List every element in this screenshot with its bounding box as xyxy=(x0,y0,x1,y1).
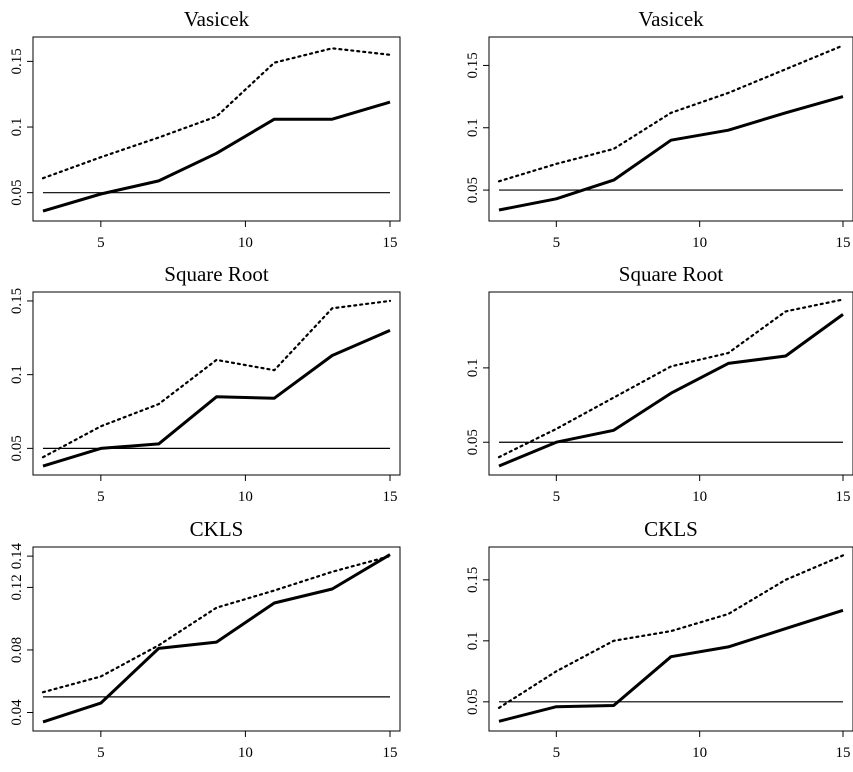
panel-1: Vasicek 5 10 15 0.05 0.1 0.15 xyxy=(9,7,401,251)
panel-4: Square Root 5 10 15 0.05 0.1 xyxy=(465,262,853,505)
series-dotted-line xyxy=(497,298,845,459)
series-dotted-line xyxy=(497,554,845,710)
y-tick-label: 0.15 xyxy=(9,288,25,314)
plot-frame xyxy=(32,36,401,222)
x-tick-label: 5 xyxy=(97,745,105,761)
y-tick-label: 0.05 xyxy=(9,180,25,206)
plot-frame xyxy=(488,546,853,732)
x-tick-label: 15 xyxy=(836,745,851,761)
panel-title: Vasicek xyxy=(184,7,250,31)
y-tick-label: 0.05 xyxy=(9,435,25,461)
series-dotted-line xyxy=(41,554,392,694)
y-tick-label: 0.15 xyxy=(9,48,25,74)
x-tick-label: 5 xyxy=(553,235,561,251)
panel-title: Square Root xyxy=(619,262,724,286)
x-tick-label: 10 xyxy=(692,235,707,251)
y-tick-label: 0.15 xyxy=(465,52,481,78)
y-tick-label: 0.05 xyxy=(465,177,481,203)
panel-title: CKLS xyxy=(190,517,244,541)
x-tick-label: 15 xyxy=(383,745,398,761)
y-tick-label: 0.05 xyxy=(465,429,481,455)
series-solid-line xyxy=(42,329,391,468)
series-solid-line xyxy=(498,608,844,723)
plot-frame xyxy=(32,546,401,732)
y-tick-label: 0.1 xyxy=(465,359,481,378)
x-tick-label: 15 xyxy=(383,489,398,505)
x-tick-label: 10 xyxy=(692,745,707,761)
series-solid-line xyxy=(42,553,391,724)
y-tick-label: 0.1 xyxy=(465,631,481,650)
series-solid-line xyxy=(42,100,391,213)
x-tick-label: 10 xyxy=(238,489,253,505)
panel-title: Square Root xyxy=(164,262,269,286)
plot-frame xyxy=(488,291,853,476)
series-dotted-line xyxy=(41,47,392,180)
y-tick-label: 0.14 xyxy=(9,543,25,570)
series-solid-line xyxy=(498,95,844,212)
panel-2: Vasicek 5 10 15 0.05 0.1 0.15 xyxy=(465,7,853,251)
plot-frame xyxy=(488,36,853,222)
x-tick-label: 15 xyxy=(836,489,851,505)
panel-5: CKLS 5 10 15 0.04 0.08 0.12 0.14 xyxy=(9,517,401,761)
series-solid-line xyxy=(498,313,844,468)
y-tick-label: 0.08 xyxy=(9,637,25,663)
panel-title: Vasicek xyxy=(638,7,704,31)
series-dotted-line xyxy=(41,299,392,459)
series-dotted-line xyxy=(497,44,845,183)
y-tick-label: 0.15 xyxy=(465,567,481,593)
y-tick-label: 0.12 xyxy=(9,574,25,600)
plot-frame xyxy=(32,291,401,476)
x-tick-label: 10 xyxy=(238,745,253,761)
x-tick-label: 10 xyxy=(238,235,253,251)
panel-6: CKLS 5 10 15 0.05 0.1 0.15 xyxy=(465,517,853,761)
y-tick-label: 0.1 xyxy=(9,118,25,137)
panel-3: Square Root 5 10 15 0.05 0.1 0.15 xyxy=(9,262,401,505)
x-tick-label: 15 xyxy=(836,235,851,251)
x-tick-label: 10 xyxy=(692,489,707,505)
x-tick-label: 5 xyxy=(97,489,105,505)
panel-title: CKLS xyxy=(644,517,698,541)
x-tick-label: 5 xyxy=(553,745,561,761)
y-tick-label: 0.1 xyxy=(465,118,481,137)
x-tick-label: 5 xyxy=(553,489,561,505)
y-tick-label: 0.04 xyxy=(9,699,25,726)
x-tick-label: 15 xyxy=(383,235,398,251)
y-tick-label: 0.1 xyxy=(9,365,25,384)
y-tick-label: 0.05 xyxy=(465,689,481,715)
x-tick-label: 5 xyxy=(97,235,105,251)
